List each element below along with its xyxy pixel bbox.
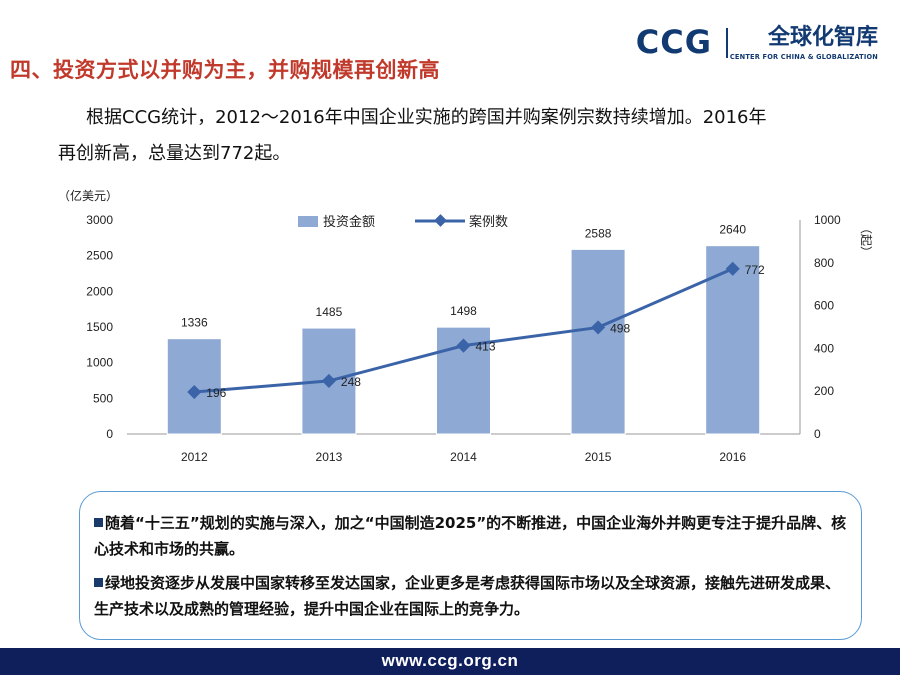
brand-mark: CCG (635, 23, 712, 61)
line-data-label: 498 (610, 321, 630, 335)
line-data-label: 772 (745, 263, 765, 277)
line-point (321, 373, 336, 388)
line-point (456, 338, 471, 353)
legend-bar-label: 投资金额 (323, 214, 375, 229)
bar-data-label: 1336 (181, 316, 208, 330)
intro-line-1: 根据CCG统计，2012～2016年中国企业实施的跨国并购案例宗数持续增加。20… (86, 107, 767, 128)
investment-chart: 0 500 1000 1500 2000 2500 3000 0 200 400 600 800 100… (40, 182, 890, 482)
legend-bar-swatch (298, 216, 318, 227)
bar-data-label: 1498 (450, 304, 477, 318)
y2-tick-label: 200 (814, 384, 834, 398)
y-tick-label: 1000 (86, 356, 113, 370)
x-tick-label: 2013 (316, 450, 343, 464)
y-tick-label: 2500 (86, 249, 113, 263)
y-tick-label: 0 (106, 427, 113, 441)
bullet-text-1: 随着“十三五”规划的实施与深入，加之“中国制造2025”的不断推进，中国企业海外… (94, 514, 847, 558)
ccg-logo: CCG 全球化智库 CENTER FOR CHINA & GLOBALIZATI… (578, 22, 878, 66)
line-point (591, 320, 606, 335)
bar-data-label: 2588 (585, 226, 612, 240)
legend-line-marker (434, 214, 447, 227)
intro-paragraph: 根据CCG统计，2012～2016年中国企业实施的跨国并购案例宗数持续增加。20… (58, 100, 848, 172)
bullet-text-2: 绿地投资逐步从发展中国家转移至发达国家，企业更多是考虑获得国际市场以及全球资源，… (94, 574, 841, 618)
square-bullet-icon (94, 578, 103, 587)
intro-line-2: 再创新高，总量达到772起。 (58, 143, 291, 164)
info-box: 随着“十三五”规划的实施与深入，加之“中国制造2025”的不断推进，中国企业海外… (79, 491, 862, 640)
y2-tick-label: 0 (814, 427, 821, 441)
y-tick-label: 500 (93, 391, 113, 405)
bullet-item-2: 绿地投资逐步从发展中国家转移至发达国家，企业更多是考虑获得国际市场以及全球资源，… (94, 570, 854, 622)
brand-subtitle: CENTER FOR CHINA & GLOBALIZATION (729, 53, 878, 61)
square-bullet-icon (94, 518, 103, 527)
bar-2015 (570, 248, 626, 435)
line-point (187, 384, 202, 400)
y-tick-label: 3000 (86, 213, 113, 227)
x-tick-label: 2016 (719, 450, 746, 464)
x-tick-label: 2014 (450, 450, 477, 464)
bar-data-label: 1485 (316, 305, 343, 319)
y-tick-label: 2000 (86, 284, 113, 298)
x-tick-label: 2012 (181, 450, 208, 464)
line-data-label: 196 (206, 386, 226, 400)
brand-separator (726, 28, 728, 58)
chart-svg: 0 500 1000 1500 2000 2500 3000 0 200 400 600 800 100… (58, 188, 873, 464)
slide-title: 四、投资方式以并购为主，并购规模再创新高 (10, 58, 440, 82)
line-data-label: 413 (476, 340, 496, 354)
bar-data-label: 2640 (719, 223, 746, 237)
footer-bar: www.ccg.org.cn (0, 648, 900, 675)
bullet-item-1: 随着“十三五”规划的实施与深入，加之“中国制造2025”的不断推进，中国企业海外… (94, 510, 854, 562)
line-point (725, 261, 740, 276)
brand-name: 全球化智库 (767, 25, 878, 50)
y2-tick-label: 600 (814, 299, 834, 313)
y-axis-label: （亿美元） (58, 188, 118, 203)
legend-line-label: 案例数 (469, 214, 508, 229)
footer-url[interactable]: www.ccg.org.cn (381, 651, 519, 670)
y-tick-label: 1500 (86, 320, 113, 334)
y2-tick-label: 800 (814, 256, 834, 270)
line-data-label: 248 (341, 375, 361, 389)
y2-axis-label: （起） (859, 222, 873, 258)
y2-tick-label: 1000 (814, 213, 841, 227)
x-tick-label: 2015 (585, 450, 612, 464)
y2-tick-label: 400 (814, 341, 834, 355)
